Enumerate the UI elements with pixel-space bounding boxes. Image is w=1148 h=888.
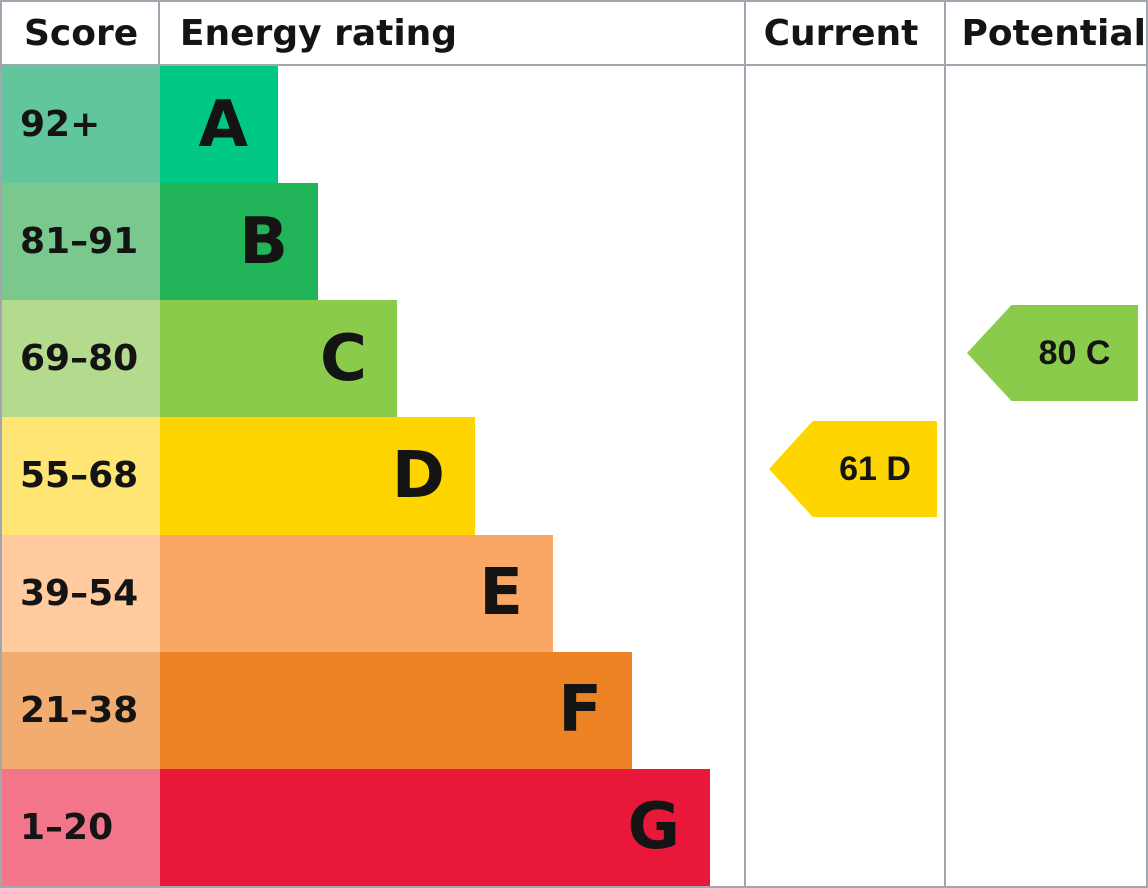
score-range-c: 69–80: [2, 300, 160, 418]
band-row-f: 21–38 F: [2, 651, 746, 769]
score-range-e: 39–54: [2, 534, 160, 652]
header-current: Current: [763, 12, 919, 54]
header-row: Score Energy rating Current Potential: [2, 2, 1146, 64]
header-score: Score: [2, 2, 160, 64]
current-column-divider: [744, 2, 746, 886]
score-range-a: 92+: [2, 66, 160, 184]
band-bar-c: C: [160, 300, 397, 418]
potential-column-divider: [944, 2, 946, 886]
current-rating-arrow: 61 D: [769, 421, 937, 517]
band-row-a: 92+ A: [2, 66, 746, 184]
band-row-b: 81–91 B: [2, 183, 746, 301]
band-row-g: 1–20 G: [2, 768, 746, 886]
band-bar-b: B: [160, 183, 318, 301]
band-bar-d: D: [160, 417, 475, 535]
band-row-d: 55–68 D: [2, 417, 746, 535]
band-row-e: 39–54 E: [2, 534, 746, 652]
score-range-g: 1–20: [2, 768, 160, 886]
band-bar-g: G: [160, 768, 710, 886]
score-range-b: 81–91: [2, 183, 160, 301]
header-divider: [2, 64, 1146, 66]
potential-rating-arrow: 80 C: [967, 305, 1138, 401]
band-row-c: 69–80 C: [2, 300, 746, 418]
score-range-f: 21–38: [2, 651, 160, 769]
header-energy-rating: Energy rating: [179, 12, 458, 54]
band-bar-e: E: [160, 534, 553, 652]
band-bar-f: F: [160, 651, 632, 769]
header-potential: Potential: [961, 12, 1147, 54]
band-bar-a: A: [160, 66, 278, 184]
band-rows: 92+ A 81–91 B 69–80 C 55–68 D 39–54 E 21…: [2, 66, 746, 886]
score-range-d: 55–68: [2, 417, 160, 535]
